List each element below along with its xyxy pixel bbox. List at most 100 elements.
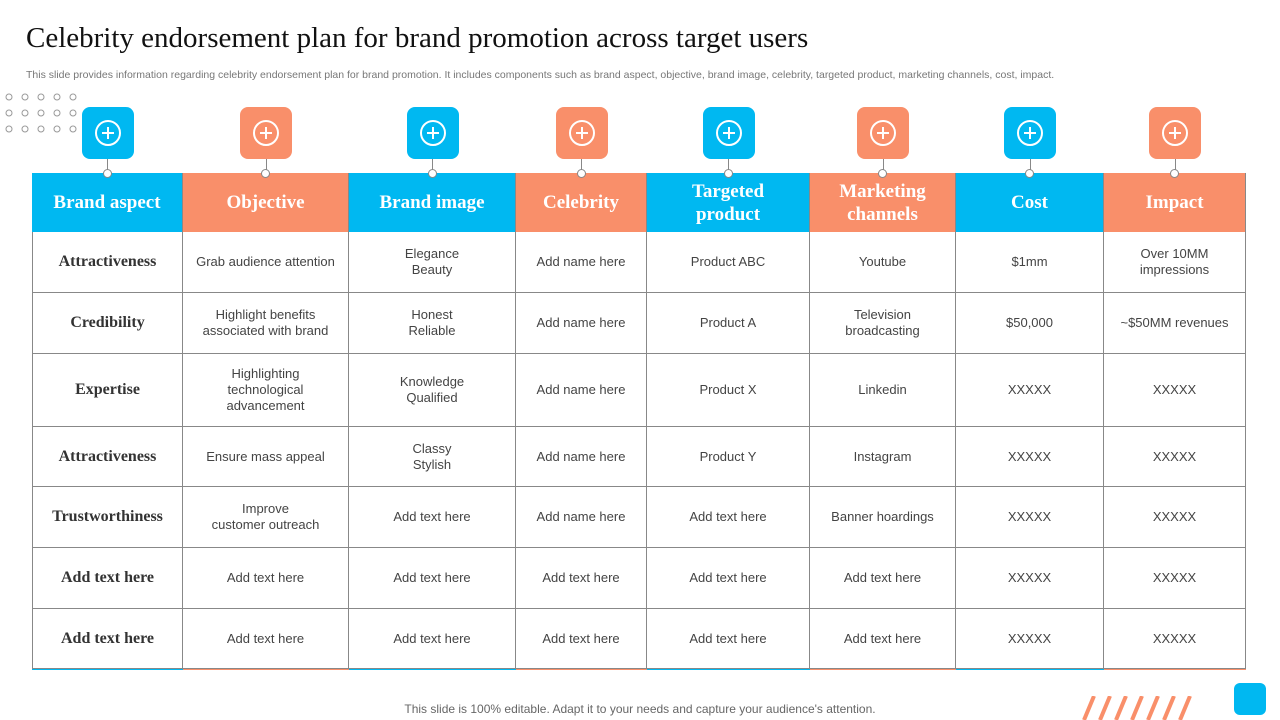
column-icon xyxy=(1004,107,1056,159)
connector-dot xyxy=(878,169,887,178)
table-cell: Add text here xyxy=(349,487,516,548)
connector-line xyxy=(1174,159,1176,173)
column-icon xyxy=(702,107,755,159)
table-cell: Add text here xyxy=(32,548,183,609)
table-cell: XXXXX xyxy=(956,487,1104,548)
table-cell: Add text here xyxy=(349,548,516,609)
connector-line xyxy=(728,159,729,173)
table-cell: Add name here xyxy=(516,487,647,548)
table-cell: Television broadcasting xyxy=(810,293,956,354)
table-cell: Highlight benefits associated with brand xyxy=(183,293,349,354)
bottom-accent xyxy=(1104,668,1246,670)
table-cell: Linkedin xyxy=(810,354,956,427)
bottom-accent xyxy=(32,668,183,670)
table-cell: XXXXX xyxy=(956,609,1104,669)
table-cell: Ensure mass appeal xyxy=(183,427,349,487)
table-cell: Knowledge Qualified xyxy=(349,354,516,427)
table-cell: Product A xyxy=(647,293,810,354)
column-icon xyxy=(857,107,909,159)
header-cell: Cost xyxy=(956,173,1104,232)
column-icon xyxy=(1149,107,1201,159)
table-cell: XXXXX xyxy=(956,427,1104,487)
table-cell: Honest Reliable xyxy=(349,293,516,354)
column-icon xyxy=(406,107,459,159)
bottom-accent xyxy=(516,668,647,670)
column-icon xyxy=(555,107,608,159)
table-cell: Add text here xyxy=(183,548,349,609)
bottom-accent xyxy=(183,668,349,670)
table-cell: Highlighting technological advancement xyxy=(183,354,349,427)
table-cell: Add text here xyxy=(516,548,647,609)
table-cell: XXXXX xyxy=(956,548,1104,609)
table-cell: Add name here xyxy=(516,293,647,354)
bottom-accent xyxy=(956,668,1104,670)
table-cell: ~$50MM revenues xyxy=(1104,293,1246,354)
connector-line xyxy=(1029,159,1031,173)
table-cell: Add text here xyxy=(516,609,647,669)
table-cell: XXXXX xyxy=(956,354,1104,427)
connector-line xyxy=(882,159,884,173)
table-cell: Add text here xyxy=(810,548,956,609)
table-cell: $1mm xyxy=(956,232,1104,293)
connector-line xyxy=(107,159,108,173)
bottom-accent xyxy=(349,668,516,670)
table-cell: Instagram xyxy=(810,427,956,487)
connector-dot xyxy=(1025,169,1034,178)
table-cell: Add name here xyxy=(516,427,647,487)
table-cell: Elegance Beauty xyxy=(349,232,516,293)
table-cell: Add name here xyxy=(516,354,647,427)
table-cell: $50,000 xyxy=(956,293,1104,354)
stripes-decoration xyxy=(1082,696,1192,720)
table-cell: XXXXX xyxy=(1104,548,1246,609)
subtitle: This slide provides information regardin… xyxy=(26,69,1055,81)
table-cell: Add text here xyxy=(647,487,810,548)
connector-dot xyxy=(1170,169,1179,178)
table-cell: Attractiveness xyxy=(32,427,183,487)
table-cell: Credibility xyxy=(32,293,183,354)
table-cell: Trustworthiness xyxy=(32,487,183,548)
header-cell: Brand image xyxy=(349,173,516,232)
connector-line xyxy=(581,159,582,173)
table-cell: XXXXX xyxy=(1104,427,1246,487)
table-cell: Over 10MM impressions xyxy=(1104,232,1246,293)
table-cell: Youtube xyxy=(810,232,956,293)
footer: This slide is 100% editable. Adapt it to… xyxy=(404,702,876,716)
table-cell: Add text here xyxy=(349,609,516,669)
connector-line xyxy=(265,159,267,173)
connector-dot xyxy=(102,169,112,178)
header-cell: Celebrity xyxy=(516,173,647,232)
table-cell: Banner hoardings xyxy=(810,487,956,548)
title: Celebrity endorsement plan for brand pro… xyxy=(26,22,809,54)
table-cell: Product Y xyxy=(647,427,810,487)
table-cell: Classy Stylish xyxy=(349,427,516,487)
corner-square xyxy=(1234,683,1266,715)
header-cell: Marketing channels xyxy=(810,173,956,232)
connector-dot xyxy=(723,169,733,178)
bottom-accent xyxy=(647,668,810,670)
header-cell: Impact xyxy=(1104,173,1246,232)
table-cell: Add text here xyxy=(810,609,956,669)
connector-dot xyxy=(576,169,586,178)
connector-dot xyxy=(427,169,437,178)
table-cell: XXXXX xyxy=(1104,609,1246,669)
table-cell: Product ABC xyxy=(647,232,810,293)
table-cell: Expertise xyxy=(32,354,183,427)
table-cell: Add text here xyxy=(647,548,810,609)
table-cell: Product X xyxy=(647,354,810,427)
connector-dot xyxy=(261,169,270,178)
table-cell: XXXXX xyxy=(1104,354,1246,427)
table-cell: Add text here xyxy=(183,609,349,669)
table-cell: Add text here xyxy=(32,609,183,669)
column-icon xyxy=(81,107,134,159)
header-cell: Objective xyxy=(183,173,349,232)
connector-line xyxy=(432,159,433,173)
table-cell: XXXXX xyxy=(1104,487,1246,548)
bottom-accent xyxy=(810,668,956,670)
dots-decoration xyxy=(5,93,77,133)
table-cell: Grab audience attention xyxy=(183,232,349,293)
header-cell: Brand aspect xyxy=(32,173,183,232)
header-cell: Targeted product xyxy=(647,173,810,232)
table-cell: Add text here xyxy=(647,609,810,669)
column-icon xyxy=(240,107,292,159)
table-cell: Add name here xyxy=(516,232,647,293)
